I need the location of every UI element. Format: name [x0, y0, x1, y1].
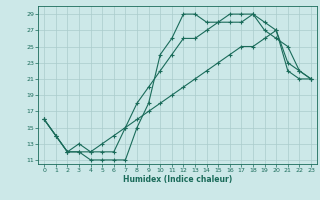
X-axis label: Humidex (Indice chaleur): Humidex (Indice chaleur): [123, 175, 232, 184]
